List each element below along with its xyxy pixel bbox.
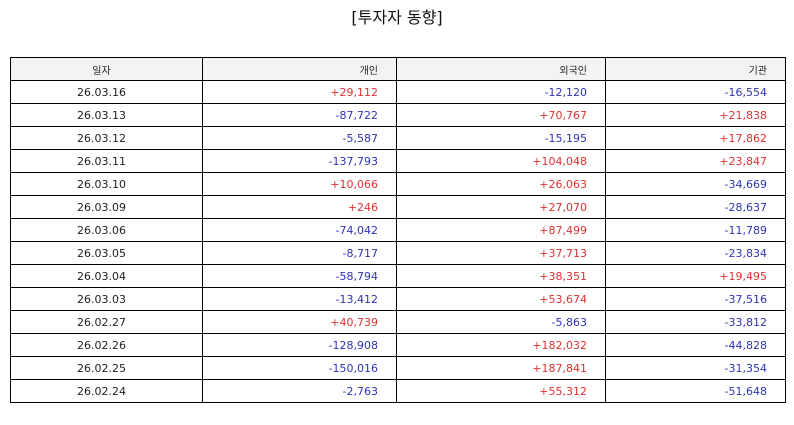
cell-date: 26.03.05	[10, 241, 203, 265]
table-row: 26.03.11 -137,793 +104,048 +23,847	[10, 149, 786, 173]
cell-date: 26.03.04	[10, 264, 203, 288]
cell-foreign: -5,863	[396, 310, 606, 334]
header-date: 일자	[10, 57, 203, 81]
cell-individual: -5,587	[202, 126, 397, 150]
cell-foreign: -15,195	[396, 126, 606, 150]
cell-institution: -28,637	[605, 195, 786, 219]
table-row: 26.02.26 -128,908 +182,032 -44,828	[10, 333, 786, 357]
table-header-row: 일자 개인 외국인 기관	[10, 57, 786, 81]
cell-date: 26.02.25	[10, 356, 203, 380]
table-row: 26.02.25 -150,016 +187,841 -31,354	[10, 356, 786, 380]
cell-individual: -150,016	[202, 356, 397, 380]
cell-institution: -11,789	[605, 218, 786, 242]
cell-date: 26.02.27	[10, 310, 203, 334]
cell-foreign: +187,841	[396, 356, 606, 380]
table-row: 26.03.16 +29,112 -12,120 -16,554	[10, 80, 786, 104]
cell-institution: -37,516	[605, 287, 786, 311]
table-row: 26.02.27 +40,739 -5,863 -33,812	[10, 310, 786, 334]
cell-individual: -137,793	[202, 149, 397, 173]
cell-individual: +40,739	[202, 310, 397, 334]
cell-institution: -31,354	[605, 356, 786, 380]
cell-date: 26.03.12	[10, 126, 203, 150]
cell-institution: -44,828	[605, 333, 786, 357]
cell-foreign: +38,351	[396, 264, 606, 288]
cell-individual: -128,908	[202, 333, 397, 357]
cell-institution: +21,838	[605, 103, 786, 127]
cell-individual: +246	[202, 195, 397, 219]
cell-individual: -74,042	[202, 218, 397, 242]
cell-individual: +10,066	[202, 172, 397, 196]
page-title: [투자자 동향]	[351, 8, 443, 27]
cell-date: 26.02.26	[10, 333, 203, 357]
cell-foreign: +55,312	[396, 379, 606, 403]
cell-foreign: +27,070	[396, 195, 606, 219]
cell-foreign: +53,674	[396, 287, 606, 311]
table-row: 26.03.09 +246 +27,070 -28,637	[10, 195, 786, 219]
cell-institution: +19,495	[605, 264, 786, 288]
cell-individual: -87,722	[202, 103, 397, 127]
investor-trend-table: 일자 개인 외국인 기관 26.03.16 +29,112 -12,120 -16,5…	[10, 57, 786, 403]
table-row: 26.03.13 -87,722 +70,767 +21,838	[10, 103, 786, 127]
cell-date: 26.03.16	[10, 80, 203, 104]
cell-date: 26.03.03	[10, 287, 203, 311]
table-row: 26.02.24 -2,763 +55,312 -51,648	[10, 379, 786, 403]
table-row: 26.03.05 -8,717 +37,713 -23,834	[10, 241, 786, 265]
table-row: 26.03.04 -58,794 +38,351 +19,495	[10, 264, 786, 288]
cell-institution: -23,834	[605, 241, 786, 265]
cell-individual: +29,112	[202, 80, 397, 104]
table-row: 26.03.12 -5,587 -15,195 +17,862	[10, 126, 786, 150]
cell-institution: -16,554	[605, 80, 786, 104]
cell-foreign: +37,713	[396, 241, 606, 265]
cell-institution: -34,669	[605, 172, 786, 196]
cell-individual: -8,717	[202, 241, 397, 265]
table-body: 26.03.16 +29,112 -12,120 -16,554 26.03.13 -87…	[10, 80, 786, 403]
cell-foreign: +70,767	[396, 103, 606, 127]
cell-individual: -13,412	[202, 287, 397, 311]
cell-date: 26.02.24	[10, 379, 203, 403]
cell-foreign: +104,048	[396, 149, 606, 173]
header-individual: 개인	[202, 57, 397, 81]
cell-foreign: +26,063	[396, 172, 606, 196]
table-row: 26.03.03 -13,412 +53,674 -37,516	[10, 287, 786, 311]
cell-individual: -58,794	[202, 264, 397, 288]
cell-foreign: -12,120	[396, 80, 606, 104]
header-institution: 기관	[605, 57, 786, 81]
cell-date: 26.03.11	[10, 149, 203, 173]
cell-date: 26.03.13	[10, 103, 203, 127]
cell-date: 26.03.06	[10, 218, 203, 242]
cell-date: 26.03.10	[10, 172, 203, 196]
table-row: 26.03.10 +10,066 +26,063 -34,669	[10, 172, 786, 196]
cell-foreign: +182,032	[396, 333, 606, 357]
header-foreign: 외국인	[396, 57, 606, 81]
cell-institution: -33,812	[605, 310, 786, 334]
cell-institution: -51,648	[605, 379, 786, 403]
cell-foreign: +87,499	[396, 218, 606, 242]
cell-date: 26.03.09	[10, 195, 203, 219]
table-row: 26.03.06 -74,042 +87,499 -11,789	[10, 218, 786, 242]
cell-institution: +17,862	[605, 126, 786, 150]
cell-individual: -2,763	[202, 379, 397, 403]
cell-institution: +23,847	[605, 149, 786, 173]
